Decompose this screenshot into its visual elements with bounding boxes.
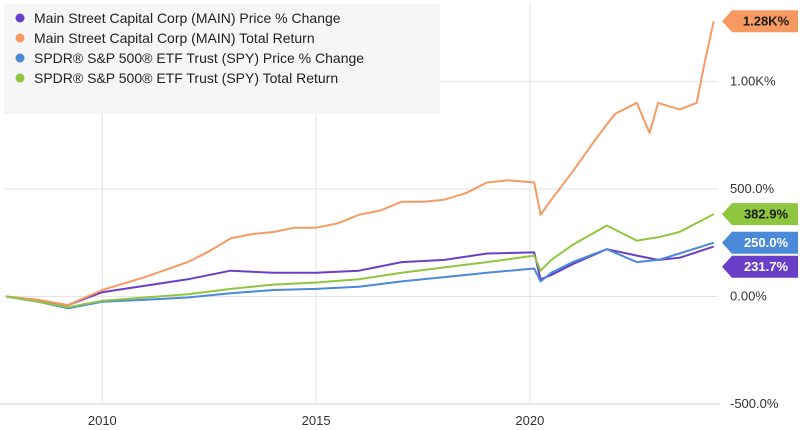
end-label-tag	[722, 203, 798, 226]
series-line-2	[5, 241, 715, 310]
y-tick-label: 500.0%	[730, 181, 775, 196]
end-label-value: 382.9%	[744, 207, 789, 222]
x-tick-label: 2010	[88, 413, 117, 428]
legend-marker	[15, 13, 25, 23]
legend-label: SPDR® S&P 500® ETF Trust (SPY) Total Ret…	[34, 70, 338, 86]
legend-label: Main Street Capital Corp (MAIN) Total Re…	[34, 30, 315, 46]
legend-marker	[15, 73, 25, 83]
x-axis: 2010 2015 2020	[0, 403, 720, 428]
legend: Main Street Capital Corp (MAIN) Price % …	[4, 4, 440, 114]
legend-label: Main Street Capital Corp (MAIN) Price % …	[34, 10, 341, 26]
x-tick-label: 2015	[302, 413, 331, 428]
end-label-tag	[722, 10, 798, 33]
series-line-1	[6, 20, 715, 307]
y-tick-label: -500.0%	[730, 396, 779, 411]
end-label-value: 250.0%	[744, 235, 789, 250]
series-lines	[5, 20, 715, 310]
legend-label: SPDR® S&P 500® ETF Trust (SPY) Price % C…	[34, 50, 364, 66]
series-line-3	[5, 213, 715, 309]
legend-box	[4, 4, 440, 114]
y-tick-label: 0.00%	[730, 288, 767, 303]
legend-marker	[15, 33, 25, 43]
end-label-value: 1.28K%	[743, 14, 790, 29]
end-label-tag	[722, 231, 798, 254]
legend-marker	[15, 53, 25, 63]
end-label-value: 231.7%	[744, 259, 789, 274]
y-axis: 1.00K% 500.0% 0.00% -500.0%	[730, 73, 779, 411]
series-line-0	[5, 245, 715, 307]
end-labels: 1.28K% 382.9% 250.0% 231.7%	[722, 10, 798, 278]
y-tick-label: 1.00K%	[730, 73, 776, 88]
x-tick-label: 2020	[515, 413, 544, 428]
end-label-tag	[722, 255, 798, 278]
